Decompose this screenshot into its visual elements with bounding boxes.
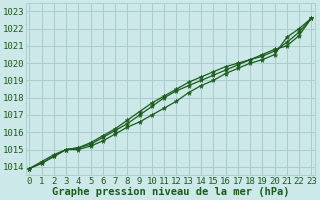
X-axis label: Graphe pression niveau de la mer (hPa): Graphe pression niveau de la mer (hPa) — [52, 187, 289, 197]
